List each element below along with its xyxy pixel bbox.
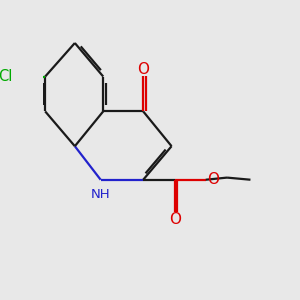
Text: NH: NH <box>91 188 110 201</box>
Text: O: O <box>169 212 181 227</box>
Text: O: O <box>207 172 219 187</box>
Text: Cl: Cl <box>0 69 12 84</box>
Text: O: O <box>137 62 149 77</box>
